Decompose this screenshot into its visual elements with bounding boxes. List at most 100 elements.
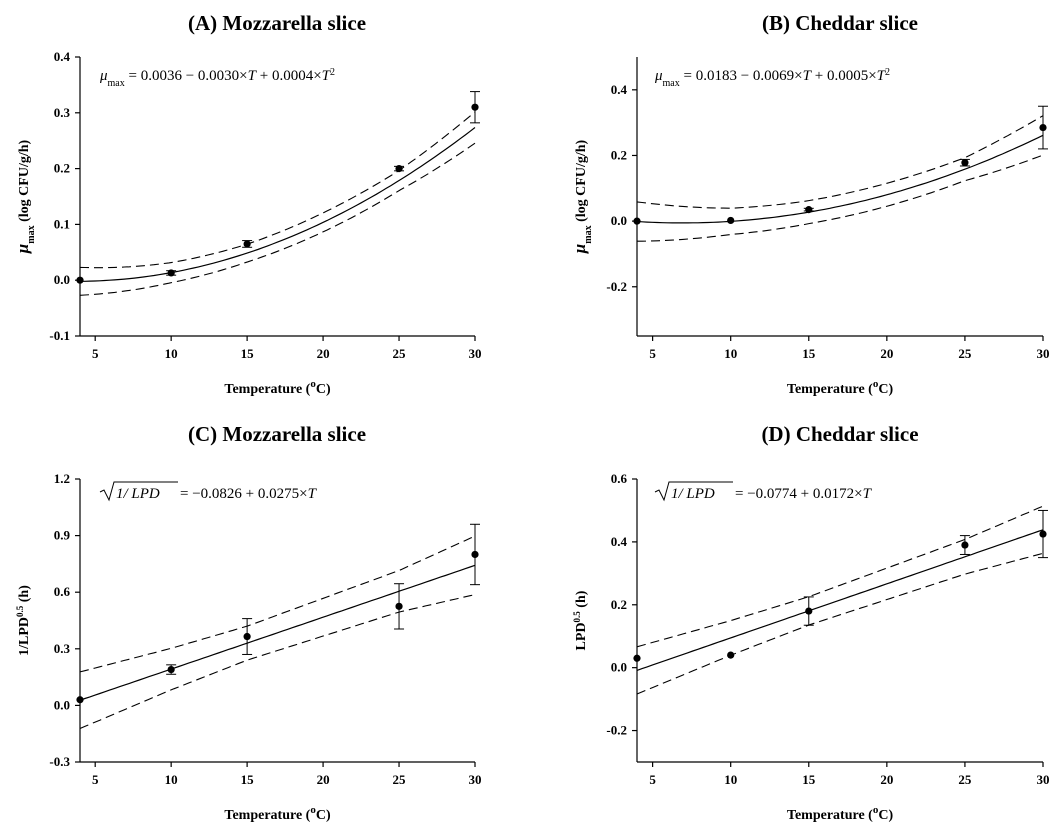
y-tick-label: 1.2: [54, 471, 70, 486]
data-point: [1039, 123, 1047, 132]
data-point: [167, 269, 175, 277]
data-point: [727, 651, 735, 659]
y-tick-label: 0.3: [54, 105, 71, 120]
data-point: [1039, 530, 1047, 538]
data-point: [633, 217, 641, 225]
ci-upper-line: [636, 115, 1044, 209]
chart-title: (A) Mozzarella slice: [188, 11, 366, 35]
y-tick-label: 0.0: [54, 697, 70, 712]
y-tick-label: 0.2: [611, 597, 627, 612]
x-tick-label: 15: [241, 346, 255, 361]
equation-text: = −0.0774 + 0.0172×T: [735, 486, 873, 502]
ci-lower-line: [79, 594, 476, 730]
x-tick-label: 20: [880, 346, 893, 361]
data-point: [471, 103, 479, 111]
x-tick-label: 30: [1037, 772, 1050, 787]
equation-text: μmax = 0.0183 − 0.0069×T + 0.0005×T2: [654, 67, 890, 89]
y-tick-label: 0.0: [611, 213, 627, 228]
x-tick-label: 5: [92, 772, 99, 787]
y-tick-label: 0.4: [611, 82, 628, 97]
data-point: [633, 654, 641, 662]
equation-text: μmax = 0.0036 − 0.0030×T + 0.0004×T2: [99, 67, 335, 89]
x-tick-label: 20: [880, 772, 893, 787]
x-tick-label: 5: [649, 346, 656, 361]
data-point: [727, 216, 735, 225]
equation-radicand: 1/ LPD: [116, 486, 160, 502]
data-point: [76, 696, 84, 704]
y-tick-label: 0.6: [54, 584, 71, 599]
ci-lower-line: [79, 142, 476, 296]
y-tick-label: 0.0: [611, 660, 627, 675]
fit-line: [80, 127, 476, 282]
chart-title: (B) Cheddar slice: [762, 11, 918, 35]
y-axis-label: μmax (log CFU/g/h): [13, 139, 37, 254]
fit-line: [79, 564, 476, 701]
chart-panel-d: (D) Cheddar slice 5 10 15 20 25 30 -0.2 0.0 0.2 0.…: [572, 422, 1050, 823]
ci-lower-line: [636, 552, 1044, 695]
y-axis-label: μmax (log CFU/g/h): [570, 139, 594, 254]
equation-text: = −0.0826 + 0.0275×T: [180, 486, 318, 502]
y-tick-label: 0.4: [611, 534, 628, 549]
y-tick-label: -0.3: [49, 754, 70, 769]
ci-upper-line: [79, 111, 476, 269]
y-axis-label: 1/LPD0.5 (h): [15, 585, 32, 656]
chart-panel-a: (A) Mozzarella slice 5 10 15 20 25 30 -0.1 0.0 0.…: [13, 11, 482, 397]
y-tick-label: 0.2: [54, 161, 70, 176]
x-tick-label: 30: [469, 772, 482, 787]
ci-lower-line: [637, 154, 1044, 242]
fit-line: [636, 134, 1044, 224]
x-tick-label: 25: [393, 772, 407, 787]
fit-line: [636, 529, 1044, 671]
equation-radicand: 1/ LPD: [671, 486, 715, 502]
data-point: [395, 602, 403, 610]
y-tick-label: 0.1: [54, 216, 70, 231]
x-tick-label: 10: [724, 346, 737, 361]
sqrt-sign: [654, 481, 733, 502]
x-tick-label: 25: [958, 772, 972, 787]
x-tick-label: 20: [317, 772, 330, 787]
data-point: [805, 206, 813, 214]
x-tick-label: 15: [802, 772, 816, 787]
data-point: [961, 159, 969, 167]
y-tick-label: 0.2: [611, 147, 627, 162]
x-tick-label: 20: [317, 346, 330, 361]
data-point: [243, 632, 251, 641]
y-tick-label: 0.4: [54, 49, 71, 64]
data-point: [167, 665, 175, 674]
x-axis-label: Temperature (oC): [224, 804, 331, 823]
chart-panel-c: (C) Mozzarella slice 5 10 15 20 25 30 -0.3 0.0 0.…: [15, 422, 482, 823]
x-axis-label: Temperature (oC): [787, 804, 894, 823]
data-point: [395, 165, 403, 173]
x-tick-label: 30: [1037, 346, 1050, 361]
x-tick-label: 5: [649, 772, 656, 787]
data-point: [76, 276, 84, 284]
x-axis-label: Temperature (oC): [787, 378, 894, 397]
chart-title: (D) Cheddar slice: [761, 422, 918, 446]
x-tick-label: 10: [165, 772, 178, 787]
ci-upper-line: [636, 505, 1044, 648]
x-tick-label: 30: [469, 346, 482, 361]
ci-upper-line: [79, 535, 476, 673]
y-tick-label: -0.2: [606, 279, 627, 294]
data-point: [243, 240, 251, 248]
data-point: [471, 550, 479, 559]
sqrt-sign: [99, 481, 178, 502]
data-point: [805, 607, 813, 615]
x-tick-label: 10: [165, 346, 178, 361]
y-tick-label: 0.9: [54, 528, 71, 543]
chart-panel-b: (B) Cheddar slice 5 10 15 20 25 30 -0.2 0.0 0.2 0.…: [570, 11, 1050, 397]
y-tick-label: 0.0: [54, 272, 70, 287]
data-point: [961, 541, 969, 549]
chart-title: (C) Mozzarella slice: [188, 422, 366, 446]
y-tick-label: 0.6: [611, 471, 628, 486]
x-tick-label: 15: [802, 346, 816, 361]
x-tick-label: 25: [393, 346, 407, 361]
y-tick-label: -0.1: [49, 328, 70, 343]
y-axis-label: LPD0.5 (h): [572, 590, 589, 650]
x-tick-label: 10: [724, 772, 737, 787]
x-tick-label: 15: [241, 772, 255, 787]
x-axis-label: Temperature (oC): [224, 378, 331, 397]
x-tick-label: 5: [92, 346, 99, 361]
y-tick-label: 0.3: [54, 641, 71, 656]
